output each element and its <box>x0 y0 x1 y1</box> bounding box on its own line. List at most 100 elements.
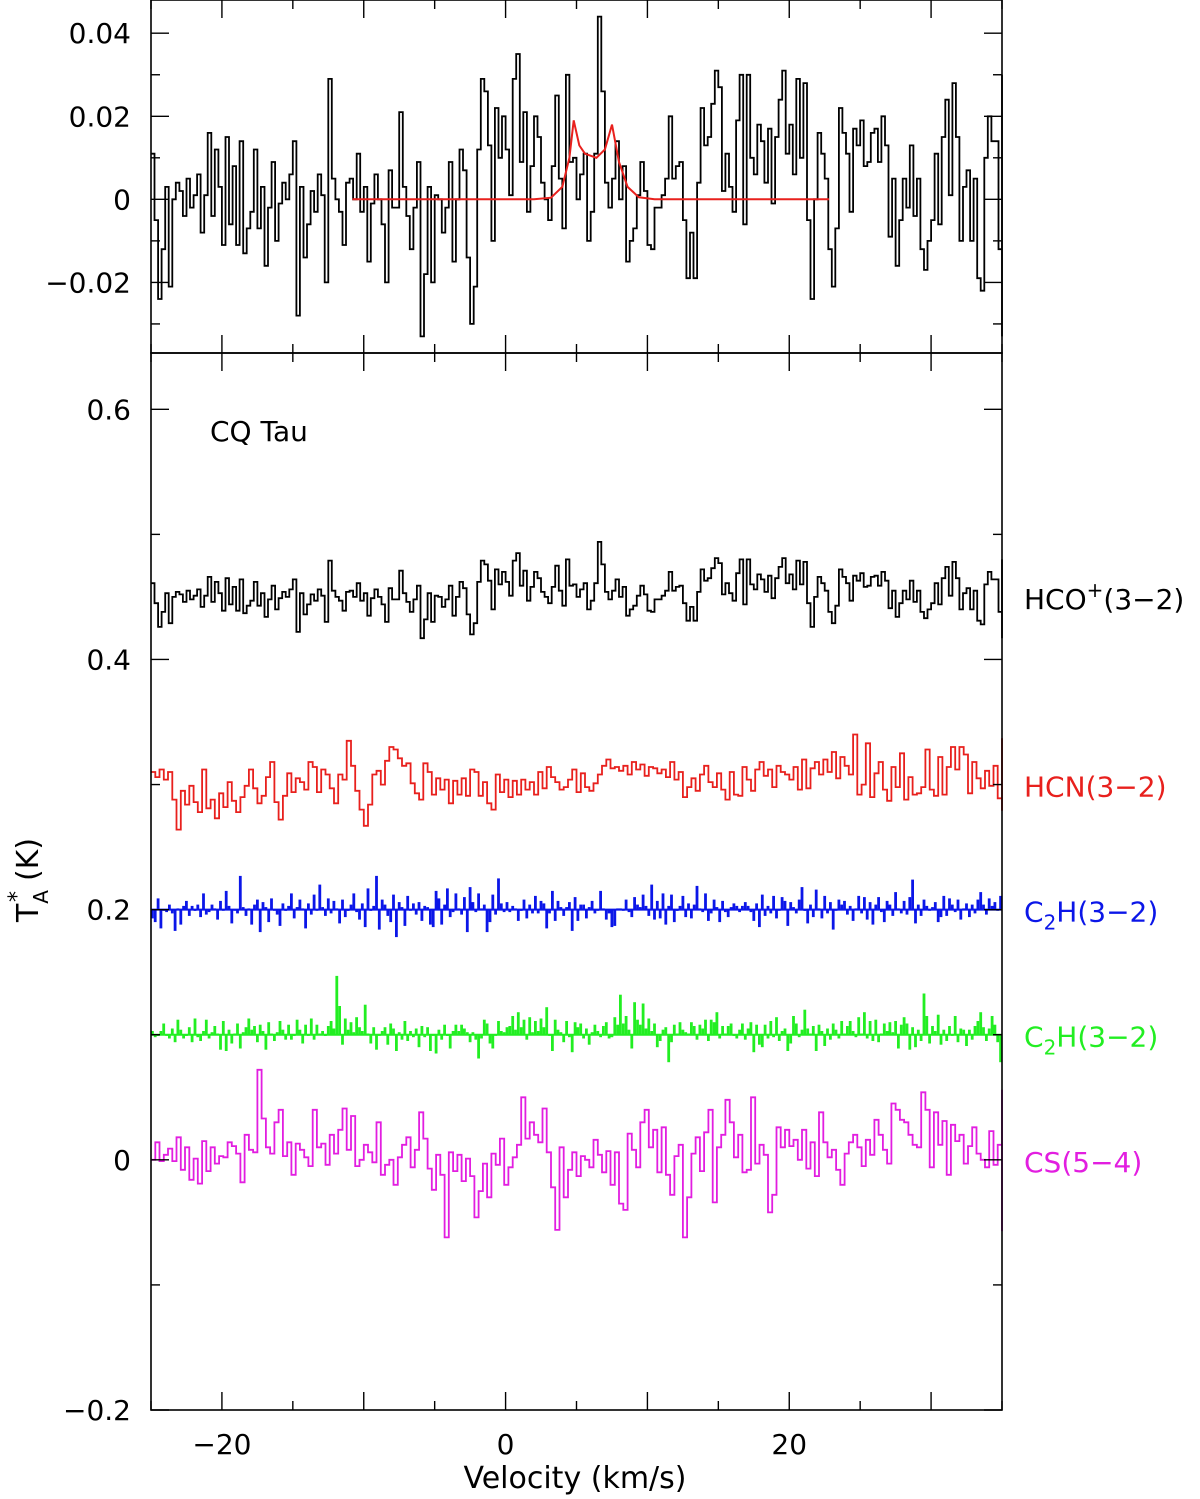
spectrum-bar <box>216 909 219 920</box>
spectrum-bar <box>290 1034 293 1040</box>
spectrum-bar <box>508 909 512 913</box>
series-label-main: CS <box>1024 1146 1061 1179</box>
spectrum-bar <box>826 909 829 914</box>
spectrum-bar <box>874 904 878 910</box>
spectrum-bar <box>491 1034 495 1049</box>
spectrum-bar <box>922 993 926 1035</box>
spectrum-bar <box>241 907 245 910</box>
spectrum-bar <box>610 1034 614 1038</box>
spectrum-bar <box>599 890 602 910</box>
spectrum-bar <box>170 909 174 914</box>
spectrum-bar <box>704 893 707 910</box>
spectrum-bar <box>939 909 943 918</box>
spectrum-bar <box>267 1022 271 1035</box>
spectrum-bar <box>525 909 529 919</box>
spectrum-bar <box>437 898 441 910</box>
spectrum-bar <box>905 909 909 915</box>
spectrum-bar <box>562 1034 566 1043</box>
spectrum-bar <box>516 909 520 921</box>
spectrum-bar <box>440 909 444 925</box>
spectrum-bar <box>332 1028 336 1035</box>
spectrum-bar <box>800 1029 804 1035</box>
spectrum-bar <box>829 902 832 910</box>
spectrum-bar <box>982 1027 985 1035</box>
spectrum-bar <box>604 1022 608 1035</box>
spectrum-bar <box>568 902 571 910</box>
spectrum-bar <box>551 890 554 910</box>
spectrum-bar <box>806 1028 810 1035</box>
spectrum-bar <box>383 904 387 910</box>
spectrum-bar <box>718 1034 722 1039</box>
spectrum-bar <box>786 1034 790 1051</box>
spectrum-bar <box>616 1024 619 1035</box>
top-panel-series <box>151 15 1003 338</box>
spectrum-bar <box>792 907 795 910</box>
spectrum-bar <box>931 1026 934 1035</box>
spectrum-bar <box>573 1022 577 1035</box>
spectrum-bar <box>775 909 778 919</box>
y-tick-label: 0.04 <box>69 17 131 50</box>
spectrum-bar <box>780 897 784 910</box>
spectrum-bar <box>261 1031 265 1035</box>
spectrum-bar <box>219 900 222 910</box>
spectrum-bar <box>914 1034 917 1048</box>
spectrum-bar <box>553 909 557 921</box>
spectrum-bar <box>463 1028 466 1035</box>
spectrum-bar <box>993 1024 997 1035</box>
spectrum-bar <box>369 1034 373 1044</box>
spectrum-bar <box>168 904 171 910</box>
spectrum-bar <box>207 909 211 913</box>
spectrum-bar <box>534 895 537 910</box>
spectrum-bar <box>406 1034 410 1041</box>
spectrum-bar <box>244 1027 248 1035</box>
spectrum-bar <box>480 1034 483 1039</box>
spectrum-bar <box>403 909 407 926</box>
spectrum-bar <box>789 902 793 910</box>
spectrum-bar <box>324 909 327 916</box>
spectrum-bar <box>715 907 719 910</box>
spectrum-bar <box>389 1023 393 1035</box>
spectrum-bar <box>579 1023 583 1035</box>
spectrum-bar <box>326 898 330 910</box>
spectrum-bar <box>576 1027 580 1035</box>
spectrum-bar <box>959 909 963 920</box>
spectrum-bar <box>885 1031 889 1035</box>
series-label-main: C <box>1024 1021 1044 1054</box>
spectrum-bar <box>942 895 946 910</box>
spectrum-bar <box>488 909 492 923</box>
spectrum-bar <box>698 1024 702 1035</box>
y-tick-label: 0 <box>113 1144 131 1177</box>
spectrum-bar <box>346 1029 350 1035</box>
top-panel-ticks: −0.02 0 0.02 0.04 <box>45 0 1003 353</box>
bottom-series-2-bars <box>151 875 1003 938</box>
spectrum-bar <box>758 1034 761 1045</box>
spectrum-bar <box>837 1034 841 1039</box>
spectrum-bar <box>811 1026 815 1035</box>
spectrum-bar <box>173 1034 177 1043</box>
spectrum-bar <box>604 909 608 920</box>
spectrum-bar <box>553 1019 557 1035</box>
spectrum-bar <box>633 1002 636 1035</box>
spectrum-bar <box>448 1034 452 1049</box>
spectrum-bar <box>877 897 880 910</box>
spectrum-bar <box>735 1034 739 1039</box>
spectrum-bar <box>797 1034 801 1038</box>
spectrum-bar <box>868 902 872 910</box>
spectrum-bar <box>953 909 957 913</box>
spectrum-bar <box>636 1019 639 1035</box>
spectrum-bar <box>582 904 585 910</box>
spectrum-bar <box>431 909 435 928</box>
spectrum-bar <box>335 975 339 1035</box>
spectrum-bar <box>264 1034 268 1050</box>
spectrum-bar <box>585 909 588 919</box>
spectrum-bar <box>721 1026 724 1035</box>
spectrum-bar <box>471 1032 475 1035</box>
spectrum-bar <box>738 1029 741 1035</box>
source-name-label: CQ Tau <box>210 415 308 448</box>
spectrum-bar <box>894 892 897 910</box>
spectrum-bar <box>647 1018 651 1035</box>
spectrum-bar <box>273 1034 276 1041</box>
spectrum-bar <box>349 1022 353 1035</box>
spectrum-bar <box>823 1034 827 1046</box>
spectrum-bar <box>193 1018 197 1035</box>
